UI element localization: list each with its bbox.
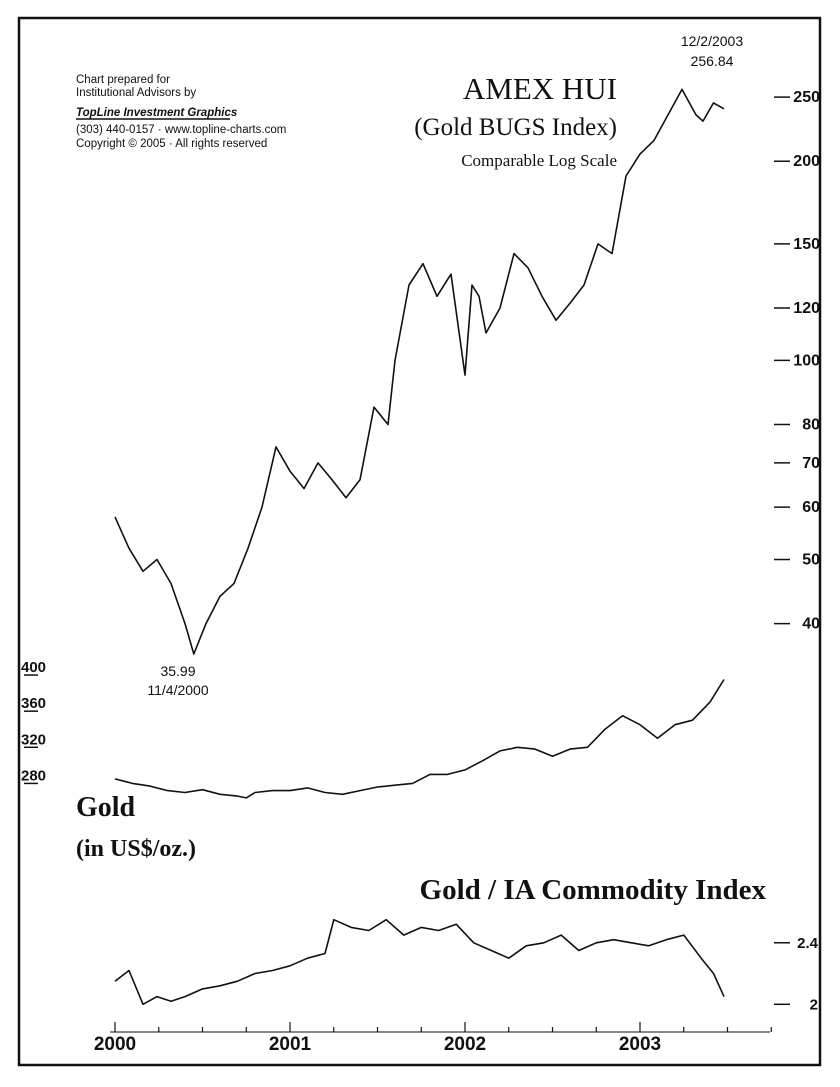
ratio-title: Gold / IA Commodity Index (420, 874, 767, 906)
hui-y-tick-label: 120 (793, 300, 820, 317)
hui-y-tick-label: 70 (802, 455, 820, 472)
gold-y-tick-label: 360 (21, 695, 46, 712)
hui-low-date: 11/4/2000 (147, 682, 208, 698)
gold-y-tick-label: 320 (21, 731, 46, 748)
ratio-y-axis: 22.4 (774, 935, 819, 1013)
credit-brand: TopLine Investment Graphics (76, 107, 237, 119)
hui-title: AMEX HUI (463, 71, 617, 106)
hui-peak-date: 12/2/2003 (681, 33, 743, 49)
hui-low-value: 35.99 (160, 663, 195, 679)
x-axis-year-label: 2001 (269, 1034, 312, 1055)
hui-series-line (114, 88, 725, 655)
hui-scale-note: Comparable Log Scale (461, 151, 617, 170)
hui-y-axis: 40 50 60 70 80 100 120 150 200 250 (774, 89, 820, 633)
ratio-y-tick-label: 2.4 (797, 935, 819, 952)
x-axis: 2000 2001 2002 2003 (94, 1022, 772, 1055)
ratio-y-tick-label: 2 (810, 996, 818, 1013)
hui-subtitle: (Gold BUGS Index) (414, 114, 617, 141)
gold-y-axis: 280 320 360 400 (21, 659, 46, 784)
gold-y-tick-label: 400 (21, 659, 46, 676)
hui-y-tick-label: 60 (802, 499, 820, 516)
hui-y-tick-label: 150 (793, 236, 820, 253)
gold-subtitle: (in US$/oz.) (76, 836, 196, 862)
credits-block: Chart prepared for Institutional Advisor… (76, 74, 286, 150)
x-axis-year-label: 2003 (619, 1034, 661, 1055)
hui-peak-value: 256.84 (691, 53, 734, 69)
credit-copyright: Copyright © 2005 · All rights reserved (76, 138, 267, 150)
ratio-series-line (114, 918, 725, 1006)
gold-series-line (114, 679, 725, 799)
hui-y-tick-label: 100 (793, 352, 820, 369)
hui-y-tick-label: 50 (802, 552, 820, 569)
gold-y-tick-label: 280 (21, 767, 46, 784)
plot-border (17, 16, 822, 1067)
x-axis-year-label: 2002 (444, 1034, 486, 1055)
hui-y-tick-label: 40 (802, 616, 820, 633)
hui-y-tick-label: 200 (793, 153, 820, 170)
credit-line-1: Chart prepared for (76, 74, 170, 86)
credit-contact: (303) 440-0157 · www.topline-charts.com (76, 124, 286, 136)
hui-y-tick-label: 250 (793, 89, 820, 106)
credit-line-2: Institutional Advisors by (76, 87, 196, 99)
gold-title: Gold (76, 792, 136, 823)
x-axis-year-label: 2000 (94, 1034, 136, 1055)
hui-y-tick-label: 80 (802, 416, 820, 433)
